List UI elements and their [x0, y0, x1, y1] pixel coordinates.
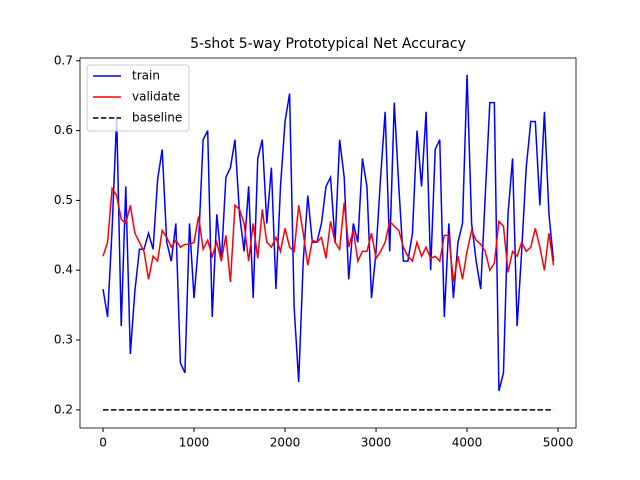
y-tick-label: 0.2 — [54, 402, 73, 416]
y-tick-label: 0.3 — [54, 333, 73, 347]
x-tick-label: 3000 — [361, 436, 392, 450]
line-series — [102, 186, 555, 283]
chart-title: 5-shot 5-way Prototypical Net Accuracy — [190, 36, 466, 52]
plot-frame — [79, 57, 577, 429]
x-tick-label: 0 — [99, 436, 107, 450]
legend-label: validate — [132, 90, 180, 104]
y-tick-label: 0.6 — [54, 123, 73, 137]
line-series — [102, 74, 555, 392]
legend-label: baseline — [132, 111, 182, 125]
legend-label: train — [132, 69, 160, 83]
x-tick-label: 5000 — [543, 436, 574, 450]
x-tick-label: 4000 — [452, 436, 483, 450]
legend-box — [86, 64, 190, 132]
y-tick-label: 0.4 — [54, 263, 73, 277]
x-tick-label: 1000 — [179, 436, 210, 450]
y-tick-label: 0.5 — [54, 193, 73, 207]
y-tick-label: 0.7 — [54, 53, 73, 67]
x-tick-label: 2000 — [270, 436, 301, 450]
